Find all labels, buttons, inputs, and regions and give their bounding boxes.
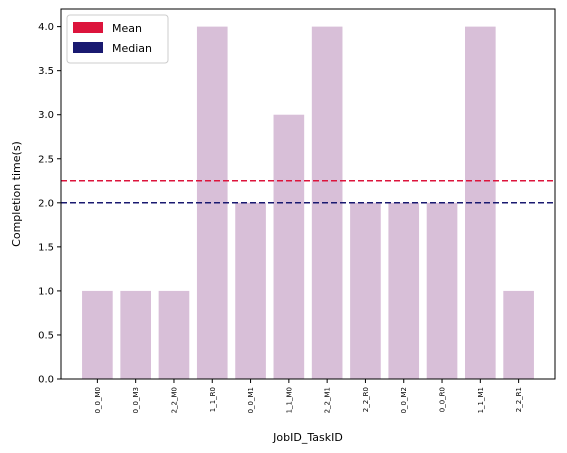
x-tick-label: 2_2_R1 xyxy=(515,387,523,412)
legend-label-median: Median xyxy=(112,42,152,55)
y-tick-label: 3.0 xyxy=(38,110,54,121)
x-tick-label: 0_0_R0 xyxy=(439,387,447,412)
x-axis-label: JobID_TaskID xyxy=(272,431,343,444)
y-tick-label: 4.0 xyxy=(38,22,54,33)
x-tick-label: 2_2_M0 xyxy=(170,387,178,413)
bar-0_0_M2 xyxy=(388,202,420,379)
x-tick-label: 0_0_M2 xyxy=(400,387,408,413)
bar-2_2_R0 xyxy=(350,202,381,379)
y-tick-label: 0.5 xyxy=(38,330,54,341)
y-axis: 0.0 0.5 1.0 1.5 2.0 2.5 3.0 3.5 4.0 xyxy=(38,22,61,386)
x-tick-label: 0_0_M3 xyxy=(132,387,140,413)
bar-0_0_R0 xyxy=(426,202,458,379)
bar-1_1_M0 xyxy=(273,114,305,379)
x-tick-label: 1_1_M0 xyxy=(285,387,293,413)
bar-0_0_M3 xyxy=(120,290,151,379)
bar-0_0_M1 xyxy=(235,202,266,379)
legend-swatch-median xyxy=(73,42,103,53)
y-tick-label: 0.0 xyxy=(38,375,54,386)
plot-frame xyxy=(60,8,556,380)
bar-2_2_M0 xyxy=(158,290,190,379)
x-axis: 0_0_M0 0_0_M3 2_2_M0 1_1_R0 0_0_M1 1_1_M0 2_2_… xyxy=(94,379,523,413)
y-tick-label: 1.0 xyxy=(38,286,54,297)
x-tick-label: 1_1_R0 xyxy=(209,387,217,412)
y-axis-label: Completion time(s) xyxy=(10,141,23,247)
x-tick-label: 2_2_R0 xyxy=(362,387,370,412)
x-tick-label: 1_1_M1 xyxy=(477,387,485,413)
reference-lines xyxy=(61,180,555,204)
y-tick-label: 1.5 xyxy=(38,242,54,253)
bar-2_2_R1 xyxy=(503,290,534,379)
bar-0_0_M0 xyxy=(82,290,113,379)
x-tick-label: 2_2_M1 xyxy=(324,387,332,413)
legend-label-mean: Mean xyxy=(112,22,142,35)
y-tick-label: 3.5 xyxy=(38,66,54,77)
legend-swatch-mean xyxy=(73,22,103,33)
y-tick-label: 2.5 xyxy=(38,154,54,165)
x-tick-label: 0_0_M1 xyxy=(247,387,255,413)
x-tick-label: 0_0_M0 xyxy=(94,387,102,413)
bar-1_1_R0 xyxy=(196,26,228,379)
y-tick-label: 2.0 xyxy=(38,198,54,209)
legend: Mean Median xyxy=(66,14,169,64)
